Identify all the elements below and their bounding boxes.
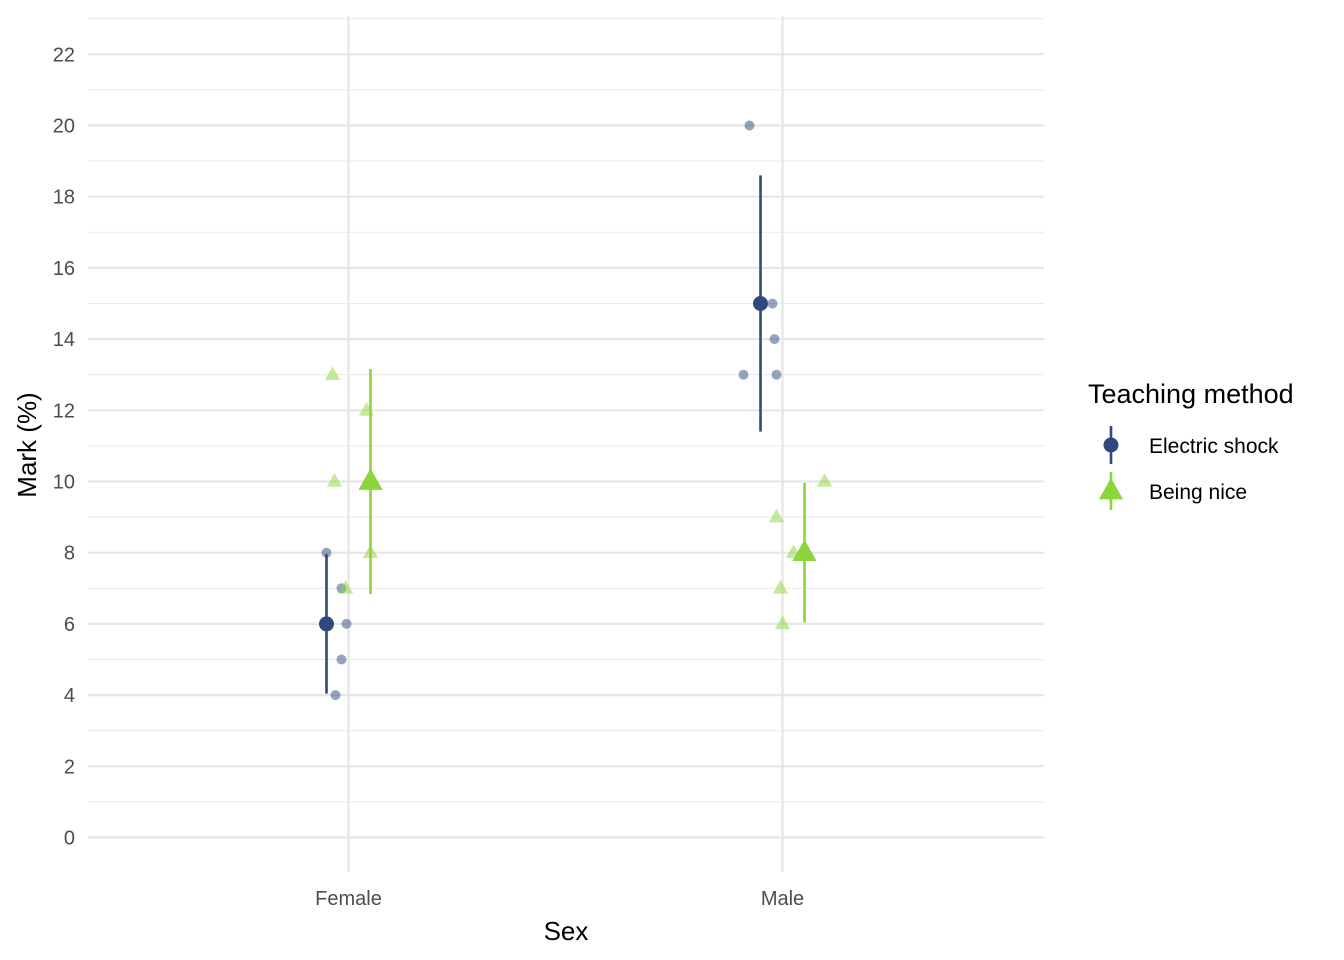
- y-tick-label: 0: [64, 828, 75, 850]
- legend-key-marker: [1103, 437, 1119, 453]
- y-tick-label: 14: [53, 329, 75, 351]
- point-being-nice-male: [774, 615, 791, 630]
- point-being-nice-female: [337, 579, 354, 594]
- y-tick-labels: 0 2 4 6 8 10 12 14 16 18 20 22: [53, 44, 75, 849]
- legend-label-being-nice: Being nice: [1149, 481, 1247, 504]
- y-tick-label: 18: [53, 187, 75, 209]
- y-tick-label: 4: [64, 685, 75, 707]
- legend-label-electric-shock: Electric shock: [1149, 435, 1279, 458]
- x-tick-label-female: Female: [315, 888, 382, 910]
- x-axis-title: Sex: [544, 916, 589, 946]
- legend-title: Teaching method: [1088, 379, 1294, 409]
- point-being-nice-female: [358, 401, 375, 416]
- point-electric-shock-male: [767, 298, 778, 309]
- point-electric-shock-female: [330, 690, 341, 701]
- y-tick-label: 8: [64, 543, 75, 565]
- mean-being-nice-female: [358, 468, 383, 490]
- x-tick-labels: Female Male: [315, 888, 804, 910]
- grid: [88, 16, 1044, 872]
- point-electric-shock-female: [321, 547, 332, 558]
- y-tick-label: 16: [53, 258, 75, 280]
- point-being-nice-male: [816, 473, 833, 487]
- mean-electric-shock-female: [319, 616, 334, 632]
- y-tick-label: 2: [64, 756, 75, 778]
- point-being-nice-male: [768, 508, 785, 523]
- point-electric-shock-female: [341, 618, 352, 629]
- point-being-nice-male: [772, 579, 789, 594]
- point-electric-shock-male: [769, 334, 780, 345]
- y-axis-title: Mark (%): [12, 392, 42, 497]
- summary-marks: [319, 175, 817, 694]
- point-electric-shock-male: [738, 369, 749, 380]
- y-tick-label: 12: [53, 400, 75, 422]
- y-tick-label: 10: [53, 472, 75, 494]
- point-being-nice-female: [324, 366, 341, 380]
- legend: Teaching method Electric shock Being nice: [1088, 379, 1294, 510]
- mean-electric-shock-male: [753, 296, 768, 311]
- legend-key-electric-shock: [1103, 426, 1119, 464]
- y-tick-label: 6: [64, 614, 75, 636]
- x-tick-label-male: Male: [761, 888, 804, 910]
- point-being-nice-female: [326, 473, 343, 487]
- y-tick-label: 22: [53, 44, 75, 66]
- y-tick-label: 20: [53, 116, 75, 138]
- legend-key-being-nice: [1098, 472, 1124, 510]
- legend-key-marker: [1098, 477, 1124, 500]
- point-electric-shock-male: [744, 120, 755, 131]
- point-electric-shock-male: [771, 369, 782, 380]
- point-electric-shock-female: [336, 654, 347, 665]
- mean-being-nice-male: [792, 539, 817, 562]
